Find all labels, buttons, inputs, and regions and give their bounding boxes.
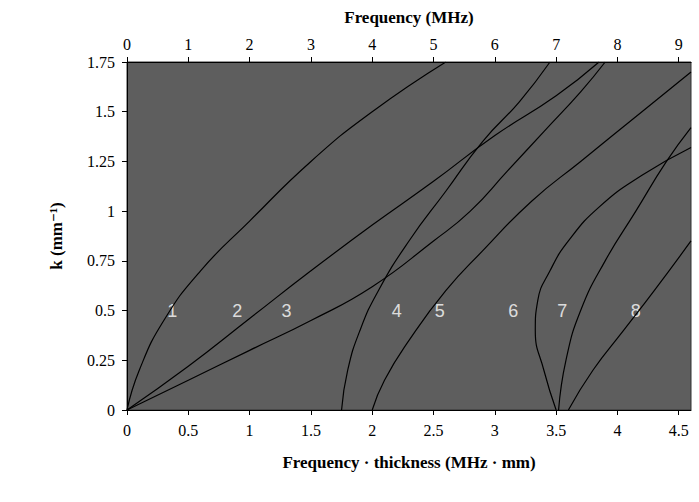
svg-text:2.5: 2.5 xyxy=(424,422,444,439)
svg-text:1.25: 1.25 xyxy=(87,153,115,170)
svg-text:6: 6 xyxy=(508,301,518,321)
svg-text:1: 1 xyxy=(184,36,192,53)
svg-text:1.5: 1.5 xyxy=(301,422,321,439)
svg-text:8: 8 xyxy=(630,300,641,321)
svg-text:9: 9 xyxy=(675,36,683,53)
svg-text:0: 0 xyxy=(107,402,115,419)
svg-text:1.75: 1.75 xyxy=(87,54,115,71)
svg-text:k (mm⁻¹): k (mm⁻¹) xyxy=(47,202,66,269)
svg-text:1.5: 1.5 xyxy=(95,103,115,120)
svg-text:3: 3 xyxy=(491,422,499,439)
svg-text:5: 5 xyxy=(430,36,438,53)
svg-text:7: 7 xyxy=(552,36,560,53)
svg-text:0: 0 xyxy=(123,422,131,439)
svg-text:1: 1 xyxy=(246,422,254,439)
svg-text:0.75: 0.75 xyxy=(87,252,115,269)
svg-text:1: 1 xyxy=(167,301,177,321)
svg-text:2: 2 xyxy=(246,36,254,53)
svg-text:2: 2 xyxy=(232,301,242,321)
svg-text:Frequency · thickness (MHz · m: Frequency · thickness (MHz · mm) xyxy=(282,453,535,472)
svg-text:4: 4 xyxy=(392,301,402,321)
svg-text:3: 3 xyxy=(281,301,291,321)
svg-text:4: 4 xyxy=(613,422,621,439)
svg-text:3: 3 xyxy=(307,36,315,53)
svg-text:4.5: 4.5 xyxy=(669,422,689,439)
svg-text:2: 2 xyxy=(368,422,376,439)
svg-text:5: 5 xyxy=(434,300,445,321)
svg-text:3.5: 3.5 xyxy=(546,422,566,439)
svg-text:0.5: 0.5 xyxy=(95,302,115,319)
svg-text:1: 1 xyxy=(107,203,115,220)
svg-text:4: 4 xyxy=(368,36,376,53)
svg-text:0.5: 0.5 xyxy=(178,422,198,439)
svg-text:0: 0 xyxy=(123,36,131,53)
svg-text:6: 6 xyxy=(491,36,499,53)
svg-text:7: 7 xyxy=(557,301,567,321)
svg-text:0.25: 0.25 xyxy=(87,352,115,369)
svg-text:Frequency (MHz): Frequency (MHz) xyxy=(344,8,474,27)
svg-text:8: 8 xyxy=(613,36,621,53)
